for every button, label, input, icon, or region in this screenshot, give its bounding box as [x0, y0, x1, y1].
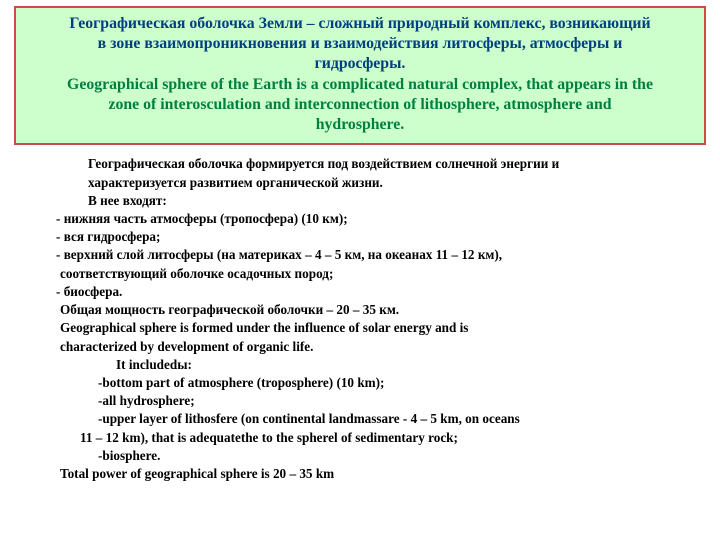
body-line: -upper layer of lithosfere (on continent… [60, 410, 660, 428]
definition-ru-3: гидросферы. [30, 54, 690, 74]
body-line: 11 – 12 km), that is adequatethe to the … [60, 429, 660, 447]
body-line: В нее входят: [60, 192, 660, 210]
body-line: - биосфера. [56, 283, 660, 301]
definition-ru-2: в зоне взаимопроникновения и взаимодейст… [30, 34, 690, 54]
body-line: -biosphere. [60, 447, 660, 465]
body-line: - вся гидросфера; [56, 228, 660, 246]
body-line: It includedы: [60, 356, 660, 374]
definition-en-3: hydrosphere. [30, 115, 690, 135]
body-text: Географическая оболочка формируется под … [60, 155, 660, 483]
body-line: соответствующий оболочке осадочных пород… [60, 265, 660, 283]
body-line: - нижняя часть атмосферы (тропосфера) (1… [56, 210, 660, 228]
body-line: Geographical sphere is formed under the … [60, 319, 660, 337]
definition-en-2: zone of interosculation and interconnect… [30, 95, 690, 115]
body-line: Общая мощность географической оболочки –… [60, 301, 660, 319]
body-line: -all hydrosphere; [60, 392, 660, 410]
body-line: Географическая оболочка формируется под … [60, 155, 660, 173]
body-line: characterized by development of organic … [60, 338, 660, 356]
body-line: - верхний слой литосферы (на материках –… [56, 246, 660, 264]
body-line: характеризуется развитием органической ж… [60, 174, 660, 192]
definition-box: Географическая оболочка Земли – сложный … [14, 6, 706, 145]
body-line: Total power of geographical sphere is 20… [60, 465, 660, 483]
definition-ru-1: Географическая оболочка Земли – сложный … [30, 14, 690, 34]
definition-en-1: Geographical sphere of the Earth is a co… [30, 75, 690, 95]
body-line: -bottom part of atmosphere (troposphere)… [60, 374, 660, 392]
